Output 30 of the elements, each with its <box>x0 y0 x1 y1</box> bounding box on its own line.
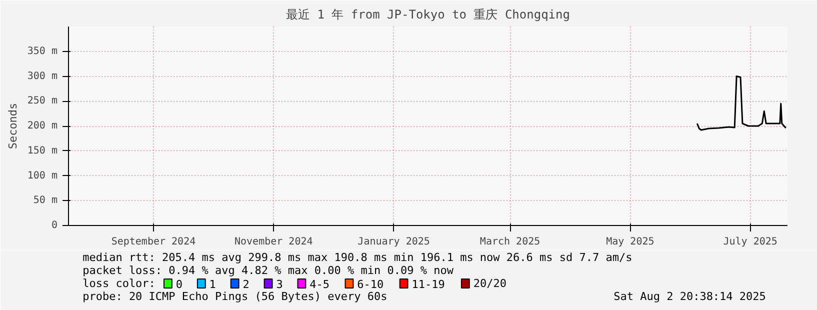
text: packet loss: 0.94 % avg 4.82 % max 0.00 % min 0.09 % now <box>82 264 454 277</box>
chart-title: 最近 1 年 from JP-Tokyo to 重庆 Chongqing <box>286 8 570 22</box>
legend-label: 3 <box>276 278 283 291</box>
legend-label: 20/20 <box>473 277 506 290</box>
text: probe: 20 ICMP Echo Pings (56 Bytes) every 60s <box>82 290 388 303</box>
legend-label: 1 <box>209 278 216 291</box>
legend-label: 4-5 <box>310 278 330 291</box>
x-tick-label: September 2024 <box>111 236 196 248</box>
y-tick-label: 100 m <box>27 170 58 182</box>
y-tick-label: 50 m <box>33 195 58 206</box>
x-tick-label: March 2025 <box>480 236 540 248</box>
y-tick-label: 0 <box>51 220 58 231</box>
line-series <box>696 76 787 131</box>
legend-label: 6-10 <box>357 278 384 291</box>
legend-label: 0 <box>176 278 182 291</box>
y-tick-label: 200 m <box>27 120 58 132</box>
y-tick-label: 250 m <box>27 96 58 107</box>
legend-title: loss color: <box>82 277 156 290</box>
x-tick-label: May 2025 <box>606 236 654 248</box>
legend-label: 2 <box>242 278 250 291</box>
y-axis-title: Seconds <box>6 102 20 150</box>
x-tick-label: January 2025 <box>358 236 430 248</box>
x-tick-label: November 2024 <box>234 236 313 248</box>
text: Sat Aug 2 20:38:14 2025 <box>614 290 766 303</box>
x-tick-label: July 2025 <box>723 236 778 248</box>
legend-label: 11-19 <box>412 278 445 291</box>
y-tick-label: 150 m <box>27 145 58 156</box>
y-tick-label: 300 m <box>27 70 58 82</box>
y-tick-label: 350 m <box>27 46 58 57</box>
text: median rtt: 205.4 ms avg 299.8 ms max 190.8 ms min 196.1 ms now 26.6 ms sd 7.7 am/s <box>82 251 632 264</box>
